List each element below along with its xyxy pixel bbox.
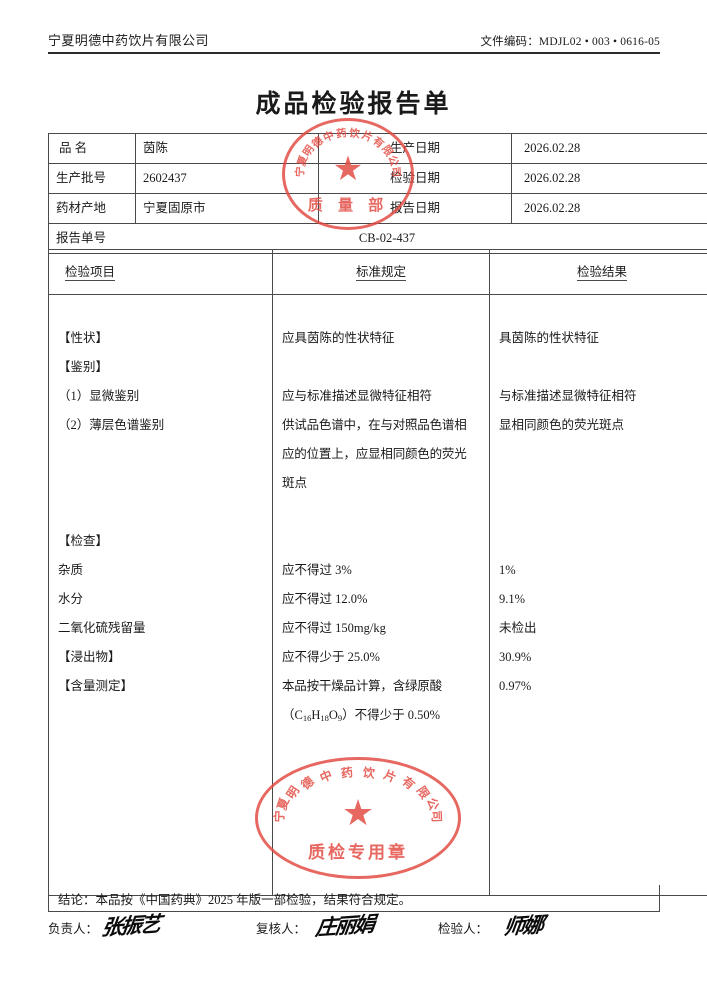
item-line: （2）薄层色谱鉴别	[58, 418, 165, 432]
label-text: 品 名	[59, 141, 88, 156]
field-label-report-no: 报告单号	[56, 231, 107, 246]
result-line: 未检出	[499, 621, 537, 635]
standard-line	[273, 353, 489, 382]
field-value-batch: 2602437	[135, 163, 319, 194]
standard-line: 供试品色谱中，在与对照品色谱相	[282, 418, 467, 432]
page-title: 成品检验报告单	[255, 89, 452, 118]
field-label-report-date: 报告日期	[318, 193, 512, 224]
conclusion-box: 结论：本品按《中国药典》2025 年版一部检验，结果符合规定。	[48, 885, 660, 912]
result-line: 30.9%	[499, 650, 532, 664]
result-line: 与标准描述显微特征相符	[499, 389, 637, 403]
result-line	[490, 469, 707, 498]
field-label-origin: 药材产地	[48, 193, 136, 224]
column-header-result-label: 检验结果	[576, 264, 627, 281]
column-header-item-label: 检验项目	[65, 264, 116, 281]
items-column: 【性状】 【鉴别】 （1）显微鉴别 （2）薄层色谱鉴别 【检查】 杂质 水分 二…	[48, 294, 273, 896]
signature-row: 负责人： 张振艺 复核人： 庄丽娟 检验人： 师娜	[48, 911, 668, 965]
item-line: 水分	[58, 592, 84, 606]
item-line: 【检查】	[58, 534, 109, 548]
signature-reviewer: 复核人： 庄丽娟	[256, 911, 375, 940]
standard-column: 应具茵陈的性状特征 应与标准描述显微特征相符 供试品色谱中，在与对照品色谱相 应…	[272, 294, 490, 896]
field-value-production-date: 2026.02.28	[511, 133, 707, 164]
result-line: 显相同颜色的荧光斑点	[499, 418, 625, 432]
table-row: 药材产地 宁夏固原市 报告日期 2026.02.28	[48, 193, 707, 224]
table-header-row: 检验项目 标准规定 检验结果	[48, 249, 707, 295]
standard-line: 应不得少于 25.0%	[282, 650, 380, 664]
letterhead: 宁夏明德中药饮片有限公司 文件编码：MDJL02 • 003 • 0616-05	[48, 30, 660, 49]
standard-line: 应具茵陈的性状特征	[282, 331, 395, 345]
field-label-inspection-date: 检验日期	[318, 163, 512, 194]
table-row: 品 名 茵陈 生产日期 2026.02.28	[48, 133, 707, 164]
signature-label: 检验人：	[438, 922, 489, 936]
signature-responsible: 负责人： 张振艺	[48, 911, 161, 940]
item-line: 【性状】	[58, 331, 109, 345]
result-line: 1%	[499, 563, 516, 577]
standard-line: 应的位置上，应显相同颜色的荧光	[282, 447, 467, 461]
field-value-report-no: CB-02-437	[358, 231, 416, 246]
item-line	[49, 440, 272, 469]
item-line	[49, 295, 272, 324]
item-line: 二氧化硫残留量	[58, 621, 146, 635]
standard-line: 应不得过 150mg/kg	[282, 621, 386, 635]
conclusion-text: 结论：本品按《中国药典》2025 年版一部检验，结果符合规定。	[58, 892, 412, 907]
item-line: 【鉴别】	[58, 360, 109, 374]
signature-handwriting: 张振艺	[100, 911, 161, 940]
table-body-row: 【性状】 【鉴别】 （1）显微鉴别 （2）薄层色谱鉴别 【检查】 杂质 水分 二…	[48, 294, 707, 896]
column-header-standard: 标准规定	[272, 249, 490, 295]
header-table: 品 名 茵陈 生产日期 2026.02.28 生产批号 2602437 检验日期…	[48, 133, 707, 254]
standard-line	[273, 498, 489, 527]
result-line: 0.97%	[499, 679, 532, 693]
inspection-table: 检验项目 标准规定 检验结果 【性状】 【鉴别】 （1）显微鉴别 （2）薄层色谱…	[48, 249, 707, 896]
field-value-product: 茵陈	[135, 133, 319, 164]
signature-inspector: 检验人： 师娜	[438, 912, 544, 940]
item-line: 杂质	[58, 563, 84, 577]
field-label-batch: 生产批号	[48, 163, 136, 194]
result-column: 具茵陈的性状特征 与标准描述显微特征相符 显相同颜色的荧光斑点 1% 9.1% …	[489, 294, 707, 896]
field-value-report-date: 2026.02.28	[511, 193, 707, 224]
document-code: 文件编码：MDJL02 • 003 • 0616-05	[480, 36, 660, 48]
standard-line: 斑点	[282, 476, 308, 490]
field-value-origin: 宁夏固原市	[135, 193, 319, 224]
result-line	[490, 498, 707, 527]
standard-line: 本品按干燥品计算，含绿原酸	[282, 679, 442, 693]
item-line: 【浸出物】	[58, 650, 121, 664]
signature-handwriting: 师娜	[502, 911, 544, 940]
standard-line: 应与标准描述显微特征相符	[282, 389, 433, 403]
header-rule	[48, 52, 660, 54]
column-header-result: 检验结果	[489, 249, 707, 295]
field-label-product: 品 名	[48, 133, 136, 164]
result-line: 9.1%	[499, 592, 526, 606]
signature-handwriting: 庄丽娟	[314, 911, 375, 940]
field-label-production-date: 生产日期	[318, 133, 512, 164]
table-row: 生产批号 2602437 检验日期 2026.02.28	[48, 163, 707, 194]
item-line: （1）显微鉴别	[58, 389, 140, 403]
result-line	[490, 295, 707, 324]
standard-formula-line: （C16H18O9）不得少于 0.50%	[273, 701, 489, 730]
item-line	[49, 498, 272, 527]
standard-line	[273, 527, 489, 556]
formula-text: （C16H18O9）不得少于 0.50%	[282, 708, 441, 723]
signature-label: 负责人：	[48, 922, 99, 936]
standard-line: 应不得过 12.0%	[282, 592, 368, 606]
signature-label: 复核人：	[256, 922, 307, 936]
standard-line: 应不得过 3%	[282, 563, 352, 577]
standard-line	[273, 295, 489, 324]
company-name: 宁夏明德中药饮片有限公司	[48, 33, 209, 48]
column-header-standard-label: 标准规定	[355, 264, 406, 281]
result-line	[490, 527, 707, 556]
result-line	[490, 353, 707, 382]
column-header-item: 检验项目	[48, 249, 273, 295]
item-line	[49, 469, 272, 498]
result-line: 具茵陈的性状特征	[499, 331, 600, 345]
field-value-inspection-date: 2026.02.28	[511, 163, 707, 194]
result-line	[490, 440, 707, 469]
item-line: 【含量测定】	[58, 679, 134, 693]
